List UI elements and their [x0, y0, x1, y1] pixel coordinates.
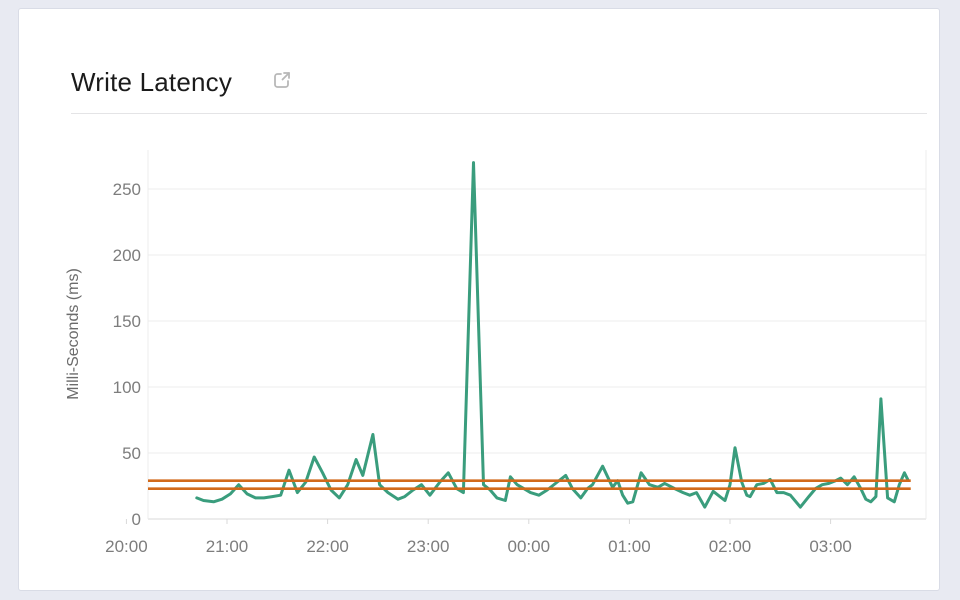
y-tick-label: 150 [113, 312, 141, 331]
y-tick-label: 0 [132, 510, 141, 529]
x-tick-label: 00:00 [508, 537, 551, 556]
x-tick-label: 03:00 [809, 537, 852, 556]
title-divider [71, 113, 927, 114]
x-tick-label: 21:00 [206, 537, 249, 556]
y-tick-label: 50 [122, 444, 141, 463]
y-tick-label: 200 [113, 246, 141, 265]
x-tick-label: 22:00 [306, 537, 349, 556]
y-tick-label: 250 [113, 180, 141, 199]
series-line-write-latency-ms [195, 161, 910, 509]
y-tick-label: 100 [113, 378, 141, 397]
x-tick-label: 20:00 [105, 537, 148, 556]
panel-title: Write Latency [71, 67, 233, 97]
y-axis-title: Milli-Seconds (ms) [65, 268, 82, 400]
x-tick-label: 01:00 [608, 537, 651, 556]
x-tick-label: 02:00 [709, 537, 752, 556]
x-tick-label: 23:00 [407, 537, 450, 556]
external-link-icon[interactable] [272, 70, 292, 90]
